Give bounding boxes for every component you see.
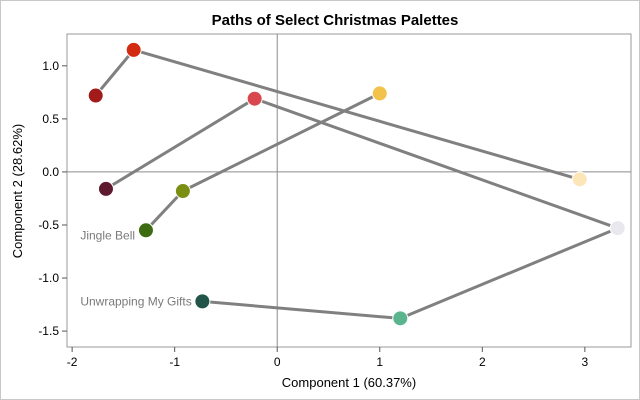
data-point	[137, 222, 154, 239]
data-point	[87, 87, 104, 104]
data-point	[609, 220, 626, 237]
y-tick-label: 1.0	[42, 59, 59, 73]
plot-area	[66, 33, 632, 348]
data-point	[174, 183, 191, 200]
y-tick-label: -1.5	[38, 324, 59, 338]
reference-lines	[67, 34, 631, 347]
series-path	[104, 97, 620, 320]
series-path	[144, 91, 382, 232]
data-point	[392, 310, 409, 327]
y-axis-label: Component 2 (28.62%)	[10, 124, 25, 258]
y-tick-label: 0.0	[42, 165, 59, 179]
data-point	[125, 41, 142, 58]
data-point	[371, 85, 388, 102]
annotations: Jingle Bell Unwrapping My Gifts	[80, 229, 191, 309]
x-tick-label: 3	[582, 355, 589, 369]
data-point	[97, 180, 114, 197]
series-points	[87, 41, 626, 327]
y-axis: 1.0 0.5 0.0 -0.5 -1.0 -1.5	[38, 59, 67, 338]
path-annotation: Unwrapping My Gifts	[80, 294, 191, 308]
path-annotation: Jingle Bell	[80, 229, 135, 243]
data-point	[246, 90, 263, 107]
y-tick-label: 0.5	[42, 112, 59, 126]
y-tick-label: -0.5	[38, 218, 59, 232]
x-axis-label: Component 1 (60.37%)	[282, 375, 416, 390]
x-tick-label: 0	[274, 355, 281, 369]
x-tick-label: 1	[376, 355, 383, 369]
series-paths	[94, 48, 620, 320]
data-point	[194, 293, 211, 310]
y-tick-label: -1.0	[38, 271, 59, 285]
chart-title: Paths of Select Christmas Palettes	[212, 12, 459, 29]
data-point	[571, 171, 588, 188]
x-axis: -2 -1 0 1 2 3	[67, 347, 589, 369]
x-tick-label: -2	[67, 355, 78, 369]
x-tick-label: -1	[169, 355, 180, 369]
x-tick-label: 2	[479, 355, 486, 369]
